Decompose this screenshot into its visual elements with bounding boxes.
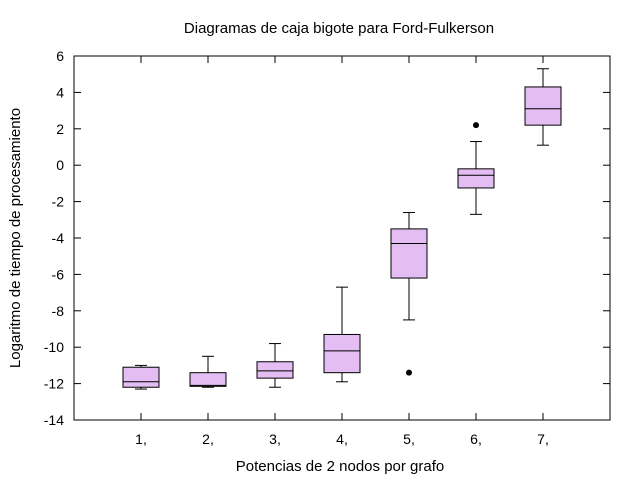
x-tick-label: 2,	[202, 431, 214, 447]
box-6	[457, 122, 495, 215]
boxes-group	[122, 68, 562, 390]
box-7	[524, 68, 562, 146]
box-5	[390, 212, 428, 376]
x-tick-label: 6,	[470, 431, 482, 447]
box-body	[323, 333, 361, 374]
y-tick-label: 2	[56, 121, 64, 137]
box-3	[256, 343, 294, 388]
box-body	[256, 361, 294, 379]
box-2	[189, 355, 227, 388]
y-tick-label: -4	[52, 230, 65, 246]
box-body	[457, 168, 495, 189]
box-body	[122, 366, 160, 388]
outlier-point	[473, 122, 479, 129]
y-tick-label: 4	[56, 84, 64, 100]
box-4	[323, 286, 361, 383]
y-tick-label: -2	[52, 194, 65, 210]
x-tick-label: 1,	[135, 431, 147, 447]
y-tick-label: -6	[52, 266, 65, 282]
y-tick-label: 0	[56, 157, 64, 173]
chart-title: Diagramas de caja bigote para Ford-Fulke…	[184, 20, 494, 37]
x-tick-label: 5,	[403, 431, 415, 447]
outlier-point	[406, 369, 412, 376]
plot-frame	[73, 55, 611, 421]
y-tick-label: -12	[44, 376, 64, 392]
x-tick-label: 3,	[269, 431, 281, 447]
box-body	[189, 372, 227, 387]
y-tick-label: -10	[44, 339, 64, 355]
x-tick-label: 7,	[537, 431, 549, 447]
y-tick-label: 6	[56, 48, 64, 64]
box-body	[524, 86, 562, 126]
y-tick-label: -14	[44, 412, 64, 428]
y-axis-label: Logaritmo de tiempo de procesamiento	[7, 108, 24, 368]
x-axis: 1, 2, 3, 4, 5, 6, 7,	[135, 56, 549, 447]
x-axis-label: Potencias de 2 nodos por grafo	[236, 458, 444, 475]
box-body	[390, 228, 428, 279]
y-axis: -14 -12 -10 -8 -6 -4 -2 0 2 4 6	[44, 48, 610, 428]
x-tick-label: 4,	[336, 431, 348, 447]
box-1	[122, 364, 160, 390]
y-tick-label: -8	[52, 303, 65, 319]
